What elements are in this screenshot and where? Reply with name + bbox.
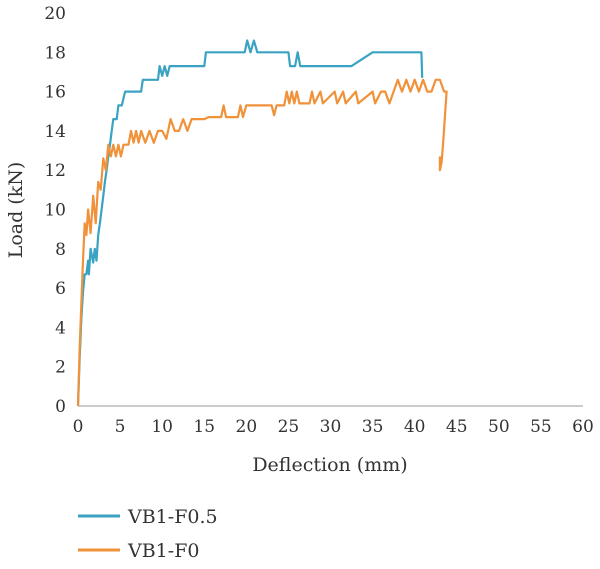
x-tick-label: 0 <box>73 417 84 437</box>
x-tick-label: 60 <box>572 417 594 437</box>
x-tick-label: 50 <box>488 417 510 437</box>
y-tick-label: 0 <box>55 397 66 417</box>
x-tick-label: 10 <box>151 417 173 437</box>
x-tick-label: 40 <box>404 417 426 437</box>
legend: VB1-F0.5 VB1-F0 <box>78 506 218 562</box>
x-tick-label: 25 <box>278 417 300 437</box>
y-tick-label: 10 <box>44 201 66 221</box>
y-tick-label: 20 <box>44 4 66 24</box>
series-line-vb1-f0 <box>76 78 448 407</box>
y-tick-label: 8 <box>55 240 66 260</box>
series-lines <box>76 39 448 407</box>
legend-label-vb1-f0: VB1-F0 <box>127 540 199 562</box>
legend-label-vb1-f0-5: VB1-F0.5 <box>127 506 218 528</box>
x-tick-label: 30 <box>320 417 342 437</box>
x-tick-labels: 0 5 10 15 20 25 30 35 40 45 50 55 60 <box>73 417 594 437</box>
y-tick-label: 18 <box>44 43 66 63</box>
x-tick-label: 55 <box>530 417 552 437</box>
y-tick-label: 2 <box>55 358 66 378</box>
x-tick-label: 5 <box>115 417 126 437</box>
y-tick-label: 6 <box>55 279 66 299</box>
x-tick-label: 45 <box>446 417 468 437</box>
x-tick-label: 35 <box>362 417 384 437</box>
y-axis-title: Load (kN) <box>5 162 27 259</box>
y-tick-label: 4 <box>55 318 66 338</box>
legend-item-vb1-f0-5: VB1-F0.5 <box>78 506 218 528</box>
x-tick-label: 15 <box>193 417 215 437</box>
x-axis-title: Deflection (mm) <box>252 454 407 476</box>
series-line-vb1-f0-5 <box>76 39 424 407</box>
y-tick-label: 12 <box>44 161 66 181</box>
y-tick-label: 14 <box>44 122 66 142</box>
y-tick-label: 16 <box>44 83 66 103</box>
x-tick-label: 20 <box>236 417 258 437</box>
y-tick-labels: 0 2 4 6 8 10 12 14 16 18 20 <box>44 4 66 417</box>
legend-item-vb1-f0: VB1-F0 <box>78 540 199 562</box>
